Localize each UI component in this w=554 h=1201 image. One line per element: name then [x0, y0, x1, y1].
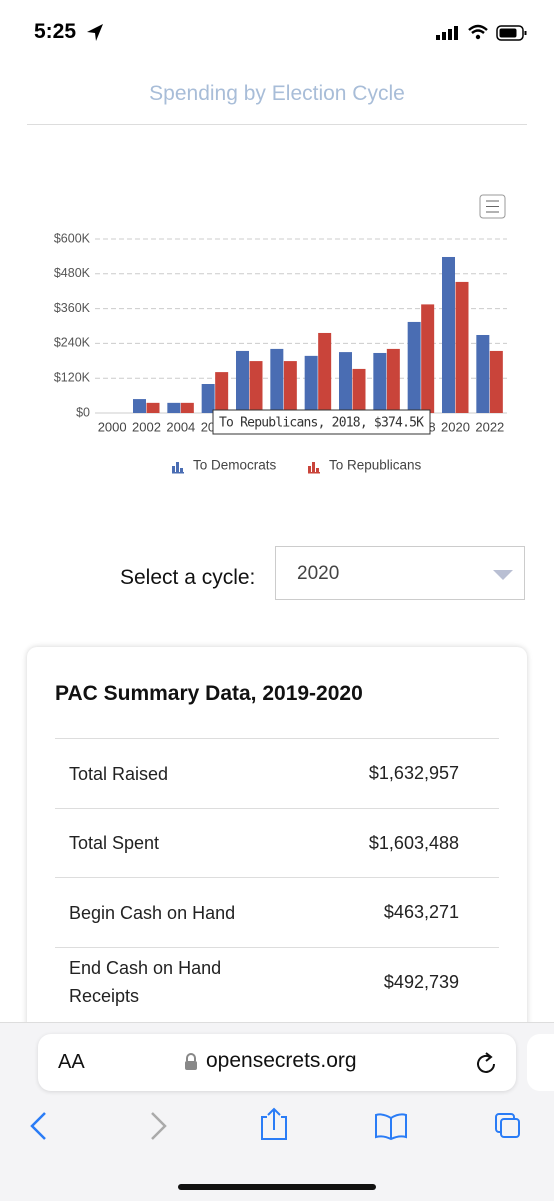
address-bar[interactable]: AA opensecrets.org — [38, 1034, 516, 1091]
select-value: 2020 — [297, 563, 340, 584]
dropdown-arrow — [493, 570, 513, 580]
tooltip: To Republicans, 2018, $374.5K — [212, 409, 431, 435]
bar — [476, 334, 490, 413]
tooltip-box — [212, 409, 431, 435]
row-value: $492,739 — [383, 971, 459, 992]
row-value: $463,271 — [383, 902, 459, 922]
chart: $0 $120K $240K $360K $480K $600K 2000 2002 2004 2… — [54, 194, 507, 474]
bar — [421, 304, 435, 413]
bar — [442, 256, 455, 413]
bar — [304, 355, 318, 413]
tooltip-text: To Republicans, 2018, $374.5K — [219, 416, 424, 431]
row-label: Begin Cash on Hand — [69, 902, 236, 923]
bar — [146, 402, 160, 413]
browser-toolbar: AA opensecrets.org — [0, 1022, 554, 1201]
y-tick-label: $240K — [54, 336, 91, 350]
x-tick-label: 2022 — [475, 419, 504, 434]
bar — [236, 350, 249, 413]
legend-icon — [172, 466, 175, 472]
bar — [339, 352, 352, 413]
tabs-button[interactable] — [495, 1113, 520, 1138]
legend-icon — [176, 462, 179, 472]
bar — [180, 402, 194, 413]
legend-label: To Republicans — [329, 458, 422, 473]
bookmarks-button[interactable] — [375, 1113, 407, 1141]
legend-item: To Democrats — [172, 458, 277, 474]
y-tick-label: $0 — [76, 405, 90, 419]
row-label: Total Spent — [69, 833, 160, 853]
share-button[interactable] — [261, 1107, 287, 1140]
reload-button[interactable] — [475, 1051, 497, 1075]
legend-icon — [180, 468, 183, 472]
status-icons — [436, 24, 527, 41]
y-tick-label: $360K — [54, 301, 91, 315]
location-icon — [87, 24, 103, 41]
legend-icon — [172, 472, 184, 474]
bar — [167, 402, 181, 413]
legend-icon — [312, 462, 315, 472]
bar — [352, 368, 366, 413]
bar — [489, 350, 503, 413]
legend-icon — [308, 472, 320, 474]
summary-card — [27, 647, 527, 1047]
legend-item: To Republicans — [308, 458, 422, 474]
legend-icon — [316, 468, 319, 472]
summary-title: PAC Summary Data, 2019-2020 — [55, 682, 363, 705]
nav-icons — [30, 1107, 520, 1190]
bar — [249, 361, 263, 413]
bar — [318, 332, 332, 413]
chart-menu[interactable] — [479, 194, 506, 219]
bar — [373, 352, 387, 413]
lock-icon — [185, 1053, 197, 1070]
row-value: $1,632,957 — [368, 763, 459, 783]
bar — [283, 361, 297, 413]
x-tick-label: 2000 — [98, 419, 127, 434]
summary-row: End Cash on Hand Receipts $492,739 — [55, 946, 499, 1017]
summary-row: Total Spent $1,603,488 — [55, 807, 499, 878]
back-button[interactable] — [30, 1112, 46, 1140]
select-label: Select a cycle: — [120, 566, 256, 589]
divider — [27, 124, 527, 125]
x-tick-label: 2004 — [166, 419, 195, 434]
summary-row: Begin Cash on Hand $463,271 — [55, 877, 499, 947]
status-time: 5:25 — [34, 20, 77, 43]
url: opensecrets.org — [206, 1049, 357, 1072]
legend-icon — [308, 466, 311, 472]
summary-row: Total Raised $1,632,957 — [55, 738, 499, 808]
section-title: Spending by Election Cycle — [149, 82, 405, 105]
bar — [270, 348, 284, 413]
bar — [455, 281, 469, 413]
y-tick-label: $480K — [54, 266, 91, 280]
text-size-button[interactable]: AA — [58, 1051, 85, 1073]
bar — [133, 399, 146, 413]
y-tick-label: $120K — [54, 370, 91, 384]
home-indicator — [178, 1184, 376, 1190]
row-label: Total Raised — [69, 763, 169, 784]
row-value: $1,603,488 — [368, 832, 459, 853]
x-tick-label: 2020 — [441, 419, 470, 434]
x-tick-label: 2002 — [132, 419, 161, 434]
y-tick-label: $600K — [54, 231, 91, 245]
row-label: End Cash on Hand Receipts — [69, 958, 222, 1006]
next-tab-preview — [527, 1034, 554, 1091]
bar — [407, 321, 421, 413]
bar — [215, 372, 229, 413]
forward-button[interactable] — [151, 1112, 167, 1140]
cycle-select[interactable]: 2020 — [275, 546, 525, 600]
legend-label: To Democrats — [193, 458, 277, 473]
bar — [201, 384, 215, 413]
bar — [386, 348, 400, 413]
